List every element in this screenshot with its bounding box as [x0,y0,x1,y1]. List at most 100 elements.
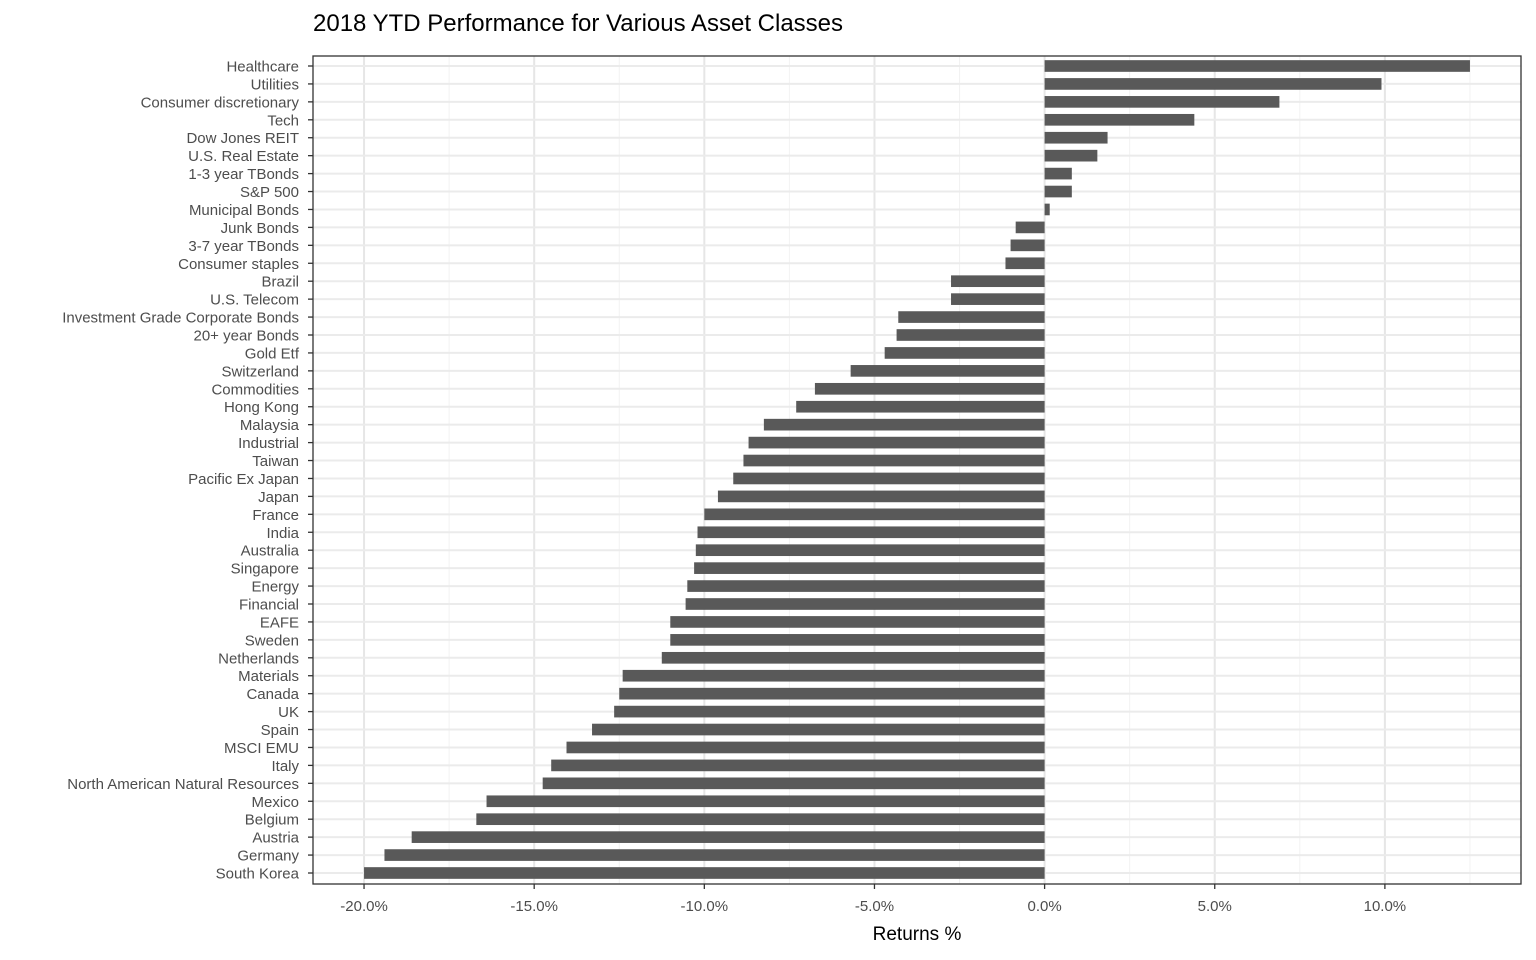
y-tick-label: Junk Bonds [221,220,299,237]
x-tick-label: -10.0% [681,898,729,915]
x-tick-label: 0.0% [1028,898,1062,915]
y-tick-label: Tech [267,112,299,129]
y-tick-label: S&P 500 [240,184,299,201]
bar-20-year-bonds [896,329,1045,341]
y-tick-label: France [252,507,299,524]
bar-s-p-500 [1044,185,1072,198]
y-tick-label: North American Natural Resources [67,776,299,793]
bar-consumer-discretionary [1044,96,1280,108]
bar-msci-emu [566,741,1045,754]
y-tick-label: Healthcare [226,59,299,76]
y-tick-label: Netherlands [218,650,299,667]
bar-energy [687,580,1045,592]
bar-north-american-natural-resources [542,777,1045,790]
y-tick-label: MSCI EMU [224,740,299,757]
bar-japan [717,490,1045,503]
x-tick-label: 10.0% [1364,898,1407,915]
bar-germany [384,849,1045,861]
bar-u-s-telecom [951,293,1045,305]
bar-canada [619,687,1045,700]
y-tick-label: Australia [241,543,300,560]
bar-consumer-staples [1005,257,1045,270]
y-tick-label: Pacific Ex Japan [188,471,299,488]
bars [364,60,1470,879]
bar-tech [1044,113,1195,126]
bar-india [697,526,1045,539]
y-tick-label: Materials [238,668,299,685]
bar-gold-etf [884,347,1045,359]
y-tick-label: Gold Etf [245,345,300,362]
bar-italy [551,759,1045,772]
y-tick-label: Mexico [251,794,299,811]
y-tick-label: 3-7 year TBonds [188,238,299,255]
y-tick-label: Austria [252,830,299,847]
y-tick-label: Industrial [238,435,299,452]
y-tick-label: Taiwan [252,453,299,470]
chart-title: 2018 YTD Performance for Various Asset C… [313,10,844,37]
y-tick-label: Consumer staples [178,256,299,273]
y-tick-label: Consumer discretionary [141,94,300,111]
x-tick-label: -20.0% [340,898,388,915]
bar-singapore [694,562,1045,574]
y-tick-label: 20+ year Bonds [194,328,300,345]
bar-austria [411,831,1045,843]
y-tick-label: Italy [271,758,299,775]
y-tick-label: Commodities [211,381,299,398]
y-tick-label: Switzerland [221,363,299,380]
bar-belgium [476,813,1045,826]
bar-switzerland [850,365,1045,377]
y-tick-label: Malaysia [240,417,300,434]
y-tick-label: Utilities [251,76,299,93]
y-tick-label: India [266,525,299,542]
y-tick-label: Hong Kong [224,399,299,416]
y-tick-label: Energy [251,579,299,596]
bar-u-s-real-estate [1044,149,1098,162]
bar-netherlands [661,651,1045,664]
bar-commodities [814,382,1045,395]
bar-dow-jones-reit [1044,131,1108,144]
y-tick-label: U.S. Telecom [210,292,299,309]
bar-uk [614,705,1045,718]
bar-industrial [748,436,1045,449]
bar-spain [592,723,1045,736]
y-tick-label: Sweden [245,632,299,649]
y-tick-label: 1-3 year TBonds [188,166,299,183]
x-tick-label: -15.0% [510,898,558,915]
y-tick-label: EAFE [260,614,299,631]
bar-south-korea [364,867,1045,879]
y-tick-label: Belgium [245,812,299,829]
y-tick-label: Japan [258,489,299,506]
bar-malaysia [763,418,1045,431]
bar-municipal-bonds [1044,203,1050,216]
x-axis: -20.0% -15.0% -10.0% -5.0% 0.0% 5.0% 10.0% [340,884,1406,915]
bar-pacific-ex-japan [733,472,1045,485]
y-tick-label: UK [278,704,299,721]
bar-australia [695,544,1045,557]
panel-border [312,55,1522,885]
y-tick-label: Brazil [261,274,299,291]
y-tick-label: Spain [261,722,299,739]
y-tick-label: Canada [246,686,299,703]
y-tick-label: Municipal Bonds [189,202,299,219]
bar-mexico [486,795,1045,808]
x-tick-label: -5.0% [855,898,894,915]
bar-eafe [670,616,1045,628]
bar-1-3-year-tbonds [1044,167,1072,180]
y-tick-label: Germany [237,848,299,865]
bar-healthcare [1044,60,1470,72]
x-tick-label: 5.0% [1198,898,1232,915]
bar-investment-grade-corporate-bonds [898,311,1045,323]
y-tick-label: Dow Jones REIT [186,130,299,147]
bar-brazil [951,275,1045,288]
bar-junk-bonds [1015,221,1045,234]
bar-utilities [1044,78,1382,90]
y-tick-label: Investment Grade Corporate Bonds [62,310,299,327]
y-tick-label: Financial [239,597,299,614]
bar-sweden [670,634,1045,646]
y-tick-label: U.S. Real Estate [188,148,299,165]
y-tick-label: South Korea [216,866,300,883]
bar-taiwan [743,454,1045,467]
bar-france [704,508,1045,521]
